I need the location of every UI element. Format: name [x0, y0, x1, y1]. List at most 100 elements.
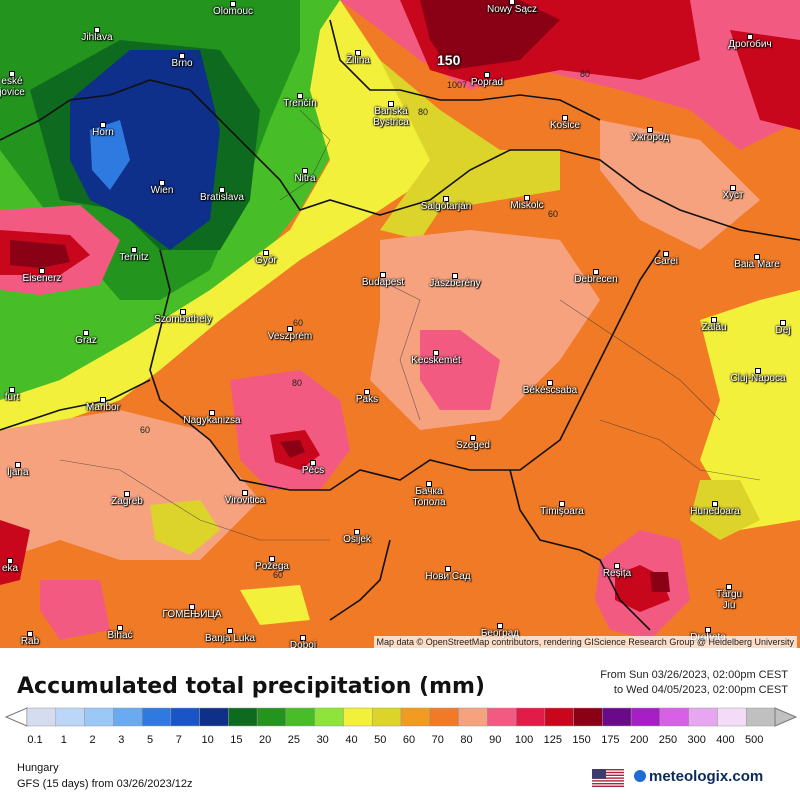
brand-name: meteologix.com	[649, 768, 764, 785]
scale-tick-label: 500	[745, 734, 764, 746]
scale-swatch	[659, 707, 689, 727]
scale-tick-label: 90	[489, 734, 502, 746]
city-label: Ужгород	[630, 132, 670, 143]
scale-swatch	[458, 707, 488, 727]
city-label: Zagreb	[111, 496, 143, 507]
scale-tick-label: 3	[118, 734, 125, 746]
city-label: Banská Bystrica	[373, 106, 409, 128]
scale-tick-label: 400	[716, 734, 735, 746]
city-marker	[310, 460, 316, 466]
city-marker	[755, 368, 761, 374]
city-marker	[452, 273, 458, 279]
city-label: Szombathely	[154, 314, 212, 325]
scale-tick-label: 25	[287, 734, 301, 746]
city-label: Maribor	[86, 402, 120, 413]
city-label: Doboj	[289, 640, 317, 648]
city-marker	[730, 185, 736, 191]
city-marker	[230, 1, 236, 7]
precipitation-map: Olomouc Nowy Sącz Jihlava Brno Žilina Poprad Д…	[0, 0, 800, 648]
city-marker	[297, 93, 303, 99]
city-label: Horn	[92, 127, 114, 138]
city-label: Timișoara	[540, 506, 584, 517]
city-marker	[302, 168, 308, 174]
city-marker	[614, 563, 620, 569]
city-label: Kecskemét	[411, 355, 461, 366]
scale-swatch	[429, 707, 459, 727]
city-marker	[15, 462, 21, 468]
city-label: Bratislava	[200, 192, 244, 203]
scale-swatch	[314, 707, 344, 727]
city-marker	[497, 623, 503, 629]
city-label: Carei	[654, 256, 678, 267]
city-marker	[705, 627, 711, 633]
globe-icon	[634, 770, 646, 782]
city-marker	[131, 247, 137, 253]
city-label: Nitra	[294, 173, 316, 184]
scale-swatch	[343, 707, 373, 727]
city-label: Wien	[150, 185, 174, 196]
scale-swatch	[573, 707, 603, 727]
city-marker	[83, 330, 89, 336]
city-marker	[443, 196, 449, 202]
city-label: ljana	[7, 467, 29, 478]
city-marker	[242, 490, 248, 496]
scale-tick-label: 60	[402, 734, 416, 746]
city-marker	[726, 584, 732, 590]
city-label: Košice	[549, 120, 581, 131]
city-label: furt	[4, 392, 20, 403]
city-marker	[647, 127, 653, 133]
city-label: Reșița	[602, 568, 632, 579]
us-flag-icon[interactable]	[592, 769, 624, 787]
city-marker	[712, 501, 718, 507]
city-marker	[663, 251, 669, 257]
brand-logo[interactable]: meteologix.com	[634, 768, 763, 785]
city-marker	[754, 254, 760, 260]
scale-swatch	[141, 707, 172, 727]
scale-tick-label: 80	[460, 734, 473, 746]
legend-title: Accumulated total precipitation (mm)	[17, 674, 485, 699]
scale-tick-label: 150	[572, 734, 591, 746]
city-label: Budapest	[361, 277, 405, 288]
city-label: Békéscsaba	[522, 385, 578, 396]
city-label: Salgótarján	[420, 201, 472, 212]
city-marker	[287, 326, 293, 332]
city-label: Jászberény	[429, 278, 481, 289]
city-marker	[747, 34, 753, 40]
city-marker	[179, 53, 185, 59]
city-marker	[39, 268, 45, 274]
city-label: Nowy Sącz	[486, 4, 538, 15]
contour-label: 60	[273, 570, 284, 580]
city-label: Osijek	[343, 534, 371, 545]
scale-tick-label: 10	[201, 734, 214, 746]
city-label: Бачка Топола	[412, 486, 446, 508]
scale-tick-label: 125	[543, 734, 563, 746]
scale-swatch	[26, 707, 57, 727]
scale-tick-label: 100	[514, 734, 534, 746]
city-label: Дрогобич	[728, 39, 772, 50]
scale-tick-label: 50	[374, 734, 387, 746]
city-marker	[559, 501, 565, 507]
scale-arrow-left	[5, 707, 28, 727]
map-field	[0, 0, 800, 648]
city-label: Virovitica	[224, 495, 266, 506]
city-label: Trenčín	[283, 98, 317, 109]
contour-label: 80	[580, 69, 591, 79]
model-run: GFS (15 days) from 03/26/2023/12z	[17, 778, 193, 790]
city-marker	[300, 635, 306, 641]
scale-swatch	[745, 707, 776, 727]
city-marker	[562, 115, 568, 121]
city-label: Eisenerz	[22, 273, 62, 284]
scale-swatch	[285, 707, 315, 727]
city-marker	[263, 250, 269, 256]
city-label: Olomouc	[212, 6, 254, 17]
city-label: Hunedoara	[690, 506, 740, 517]
city-marker	[100, 122, 106, 128]
scale-swatch	[371, 707, 402, 727]
city-label: Zalău	[701, 322, 727, 333]
contour-label: 1007	[447, 80, 468, 90]
scale-tick-label: 20	[259, 734, 272, 746]
city-marker	[354, 529, 360, 535]
scale-tick-label: 7	[175, 734, 182, 746]
contour-label: 80	[418, 107, 429, 117]
scale-swatch	[55, 707, 85, 727]
